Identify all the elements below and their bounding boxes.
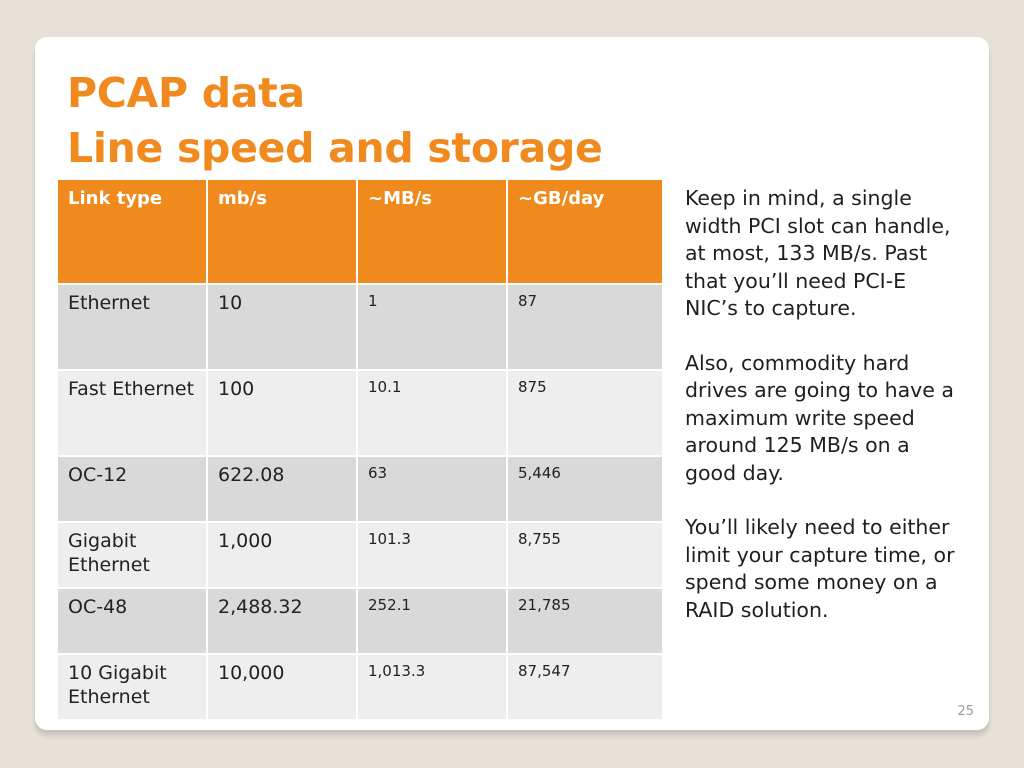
side-notes: Keep in mind, a single width PCI slot ca… [685,185,960,651]
cell-link-type: OC-48 [56,587,208,655]
cell-GBday: 5,446 [506,455,664,523]
cell-GBday: 87,547 [506,653,664,721]
table-row: Fast Ethernet 100 10.1 875 [56,369,664,457]
slide-title: PCAP data Line speed and storage [67,66,603,176]
cell-MBps: 1 [356,283,508,371]
cell-link-type: Ethernet [56,283,208,371]
table-row: OC-12 622.08 63 5,446 [56,455,664,523]
table-row: Ethernet 10 1 87 [56,283,664,371]
title-line-2: Line speed and storage [67,124,603,172]
note-pci-slot: Keep in mind, a single width PCI slot ca… [685,186,951,320]
cell-link-type: 10 Gigabit Ethernet [56,653,208,721]
note-raid: You’ll likely need to either limit your … [685,515,955,622]
cell-MBps: 63 [356,455,508,523]
header-mbps: mb/s [206,178,358,285]
cell-MBps: 101.3 [356,521,508,589]
header-GBday: ~GB/day [506,178,664,285]
cell-MBps: 252.1 [356,587,508,655]
cell-GBday: 875 [506,369,664,457]
cell-mbps: 10 [206,283,358,371]
cell-mbps: 2,488.32 [206,587,358,655]
cell-mbps: 10,000 [206,653,358,721]
cell-mbps: 100 [206,369,358,457]
cell-GBday: 21,785 [506,587,664,655]
cell-link-type: OC-12 [56,455,208,523]
cell-GBday: 87 [506,283,664,371]
cell-mbps: 622.08 [206,455,358,523]
table-row: OC-48 2,488.32 252.1 21,785 [56,587,664,655]
cell-GBday: 8,755 [506,521,664,589]
cell-link-type: Fast Ethernet [56,369,208,457]
page-number: 25 [957,704,974,719]
table-row: Gigabit Ethernet 1,000 101.3 8,755 [56,521,664,589]
header-MBps: ~MB/s [356,178,508,285]
table-header-row: Link type mb/s ~MB/s ~GB/day [56,178,664,285]
table-row: 10 Gigabit Ethernet 10,000 1,013.3 87,54… [56,653,664,721]
cell-MBps: 10.1 [356,369,508,457]
line-speed-table: Link type mb/s ~MB/s ~GB/day Ethernet 10… [56,178,664,721]
cell-mbps: 1,000 [206,521,358,589]
title-line-1: PCAP data [67,69,305,117]
note-hard-drives: Also, commodity hard drives are going to… [685,350,954,485]
header-link-type: Link type [56,178,208,285]
cell-MBps: 1,013.3 [356,653,508,721]
cell-link-type: Gigabit Ethernet [56,521,208,589]
